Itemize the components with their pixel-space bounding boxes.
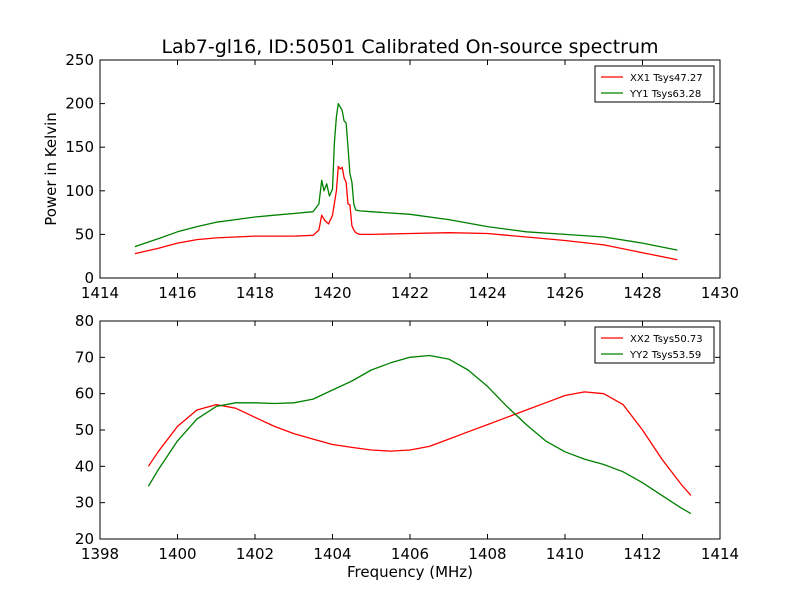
top-panel-y-axis-label: Power in Kelvin [42,112,60,226]
bottom-x-tick-label: 1410 [546,545,584,563]
bottom-panel-frame [99,320,721,540]
bottom-y-tick-label: 50 [75,421,94,439]
bottom-legend-label-xx2: XX2 Tsys50.73 [630,334,703,345]
bottom-series-line-xx2 [147,391,692,496]
bottom-legend-box [594,326,715,364]
top-x-tick-label: 1420 [313,284,351,302]
top-panel: 1414 1416 1418 1420 1422 1424 1426 1428 1430 0 50 1… [42,51,739,302]
bottom-panel: 1398 1400 1402 1404 1406 1408 1410 1412 1414 20 30… [75,312,739,581]
top-x-tick-label: 1418 [236,284,274,302]
top-x-tick-label: 1422 [391,284,429,302]
bottom-x-tick-label: 1402 [236,545,274,563]
bottom-panel-ticks: 1398 1400 1402 1404 1406 1408 1410 1412 1414 20 30… [75,312,739,563]
top-legend-label-xx1: XX1 Tsys47.27 [630,73,703,84]
top-y-tick-label: 50 [75,225,94,243]
bottom-panel-legend: XX2 Tsys50.73 YY2 Tsys53.59 [594,326,715,364]
bottom-legend-label-yy2: YY2 Tsys53.59 [629,350,701,361]
top-x-tick-label: 1424 [468,284,506,302]
top-y-tick-label: 150 [65,138,94,156]
top-legend-box [594,65,715,103]
bottom-y-tick-label: 20 [75,530,94,548]
bottom-y-tick-label: 70 [75,348,94,366]
top-panel-ticks: 1414 1416 1418 1420 1422 1424 1426 1428 1430 0 50 1… [65,51,739,302]
top-y-tick-label: 0 [84,269,94,287]
top-y-tick-label: 250 [65,51,94,69]
top-legend-label-yy1: YY1 Tsys63.28 [629,89,701,100]
bottom-x-tick-label: 1398 [81,545,119,563]
bottom-x-tick-label: 1412 [623,545,661,563]
bottom-y-tick-label: 30 [75,494,94,512]
bottom-panel-x-axis-label: Frequency (MHz) [347,563,473,581]
bottom-y-tick-label: 60 [75,385,94,403]
top-series-line-xx1 [134,165,678,261]
bottom-x-tick-label: 1408 [468,545,506,563]
top-y-tick-label: 200 [65,95,94,113]
top-x-tick-label: 1414 [81,284,119,302]
top-panel-frame [99,59,721,279]
bottom-x-tick-label: 1406 [391,545,429,563]
top-panel-legend: XX1 Tsys47.27 YY1 Tsys63.28 [594,65,715,103]
top-x-tick-label: 1416 [158,284,196,302]
bottom-panel-series [147,354,692,515]
top-series-line-yy1 [134,102,678,251]
figure-title: Lab7-gl16, ID:50501 Calibrated On-source… [161,36,658,58]
top-panel-series [134,102,678,261]
bottom-series-line-yy2 [147,354,692,515]
top-x-tick-label: 1428 [623,284,661,302]
bottom-y-tick-label: 80 [75,312,94,330]
bottom-y-tick-label: 40 [75,457,94,475]
top-x-tick-label: 1430 [701,284,739,302]
bottom-x-tick-label: 1404 [313,545,351,563]
bottom-x-tick-label: 1414 [701,545,739,563]
top-x-tick-label: 1426 [546,284,584,302]
bottom-x-tick-label: 1400 [158,545,196,563]
top-y-tick-label: 100 [65,182,94,200]
